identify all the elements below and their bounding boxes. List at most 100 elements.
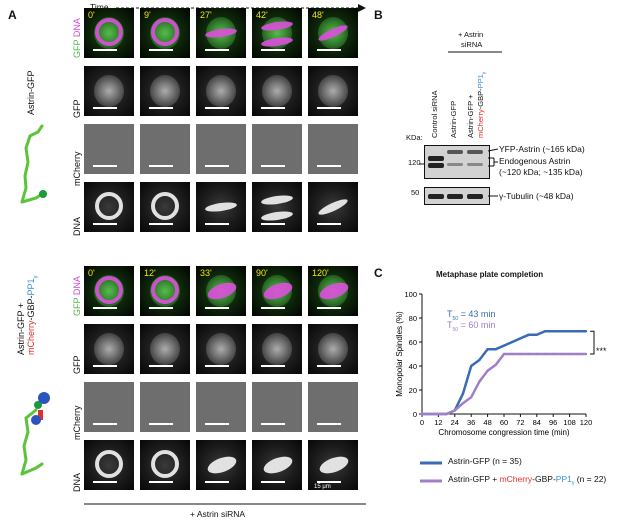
marker-50: 50 xyxy=(411,188,420,197)
scale-bar xyxy=(261,49,285,51)
x-tick-label: 120 xyxy=(580,418,593,427)
x-tick-label: 36 xyxy=(467,418,475,427)
scale-bar xyxy=(261,423,285,425)
dna-signal xyxy=(95,276,123,304)
dna-signal xyxy=(151,192,179,220)
scale-bar xyxy=(261,107,285,109)
top-tile-r1-c1 xyxy=(140,66,190,116)
dna-signal xyxy=(95,450,123,478)
time-label: 9' xyxy=(144,10,151,20)
tubulin-label: γ-Tubulin (~48 kDa) xyxy=(499,191,574,201)
band-endo1-lane1 xyxy=(428,156,444,161)
series-point-2 xyxy=(543,352,547,356)
time-label: 48' xyxy=(312,10,324,20)
scale-bar xyxy=(93,49,117,51)
x-tick-label: 24 xyxy=(451,418,459,427)
cell-signal xyxy=(318,75,348,107)
series-point-1 xyxy=(486,348,489,351)
legend-label-2: Astrin-GFP + mCherry-GBP-PP1γ (n = 22) xyxy=(448,474,607,487)
series-point-1 xyxy=(461,392,465,395)
significance-label: *** xyxy=(596,346,607,356)
series-point-2 xyxy=(502,352,506,356)
footer-bracket xyxy=(84,503,366,505)
bottom-tile-r1-c3 xyxy=(252,324,302,374)
chart-title: Metaphase plate completion xyxy=(436,270,544,279)
scale-bar xyxy=(149,223,173,225)
scale-bar xyxy=(149,365,173,367)
legend-swatch-2 xyxy=(420,479,442,483)
time-label: 42' xyxy=(256,10,268,20)
cell-signal xyxy=(262,75,292,107)
cell-signal xyxy=(206,333,236,365)
cell-signal xyxy=(150,75,180,107)
scale-bar xyxy=(317,423,341,425)
top-tile-r0-c0: 0' xyxy=(84,8,134,58)
panel-c-letter: C xyxy=(374,266,383,280)
top-tile-r0-c1: 9' xyxy=(140,8,190,58)
y-tick-label: 20 xyxy=(409,386,417,395)
bottom-tile-r1-c2 xyxy=(196,324,246,374)
legend-swatch-1 xyxy=(420,461,442,465)
t50-pp1-label: T50 = 60 min xyxy=(447,320,496,333)
bottom-tile-r0-c0: 0' xyxy=(84,266,134,316)
top-tile-r3-c2 xyxy=(196,182,246,232)
band-yfp-lane3 xyxy=(467,150,483,154)
astrin-cartoon-icon xyxy=(20,124,47,204)
marker-120: 120 xyxy=(408,158,421,167)
scale-bar xyxy=(149,165,173,167)
legend: Astrin-GFP (n = 35) Astrin-GFP + mCherry… xyxy=(420,456,616,496)
x-axis-label: Chromosome congression time (min) xyxy=(438,428,569,437)
scale-bar xyxy=(317,223,341,225)
series-point-2 xyxy=(453,409,456,412)
series-point-1 xyxy=(502,344,506,347)
scale-bar xyxy=(317,165,341,167)
scale-bar xyxy=(93,481,117,483)
top-row-gfp-label: GFP xyxy=(72,99,82,118)
series-point-1 xyxy=(511,340,514,344)
scale-bar xyxy=(205,165,229,167)
lane-astrin-gfp-label: Astrin-GFP xyxy=(449,100,458,138)
time-label: 120' xyxy=(312,268,329,278)
panel-b-letter: B xyxy=(374,8,383,22)
x-tick-label: 108 xyxy=(563,418,576,427)
top-tile-r1-c0 xyxy=(84,66,134,116)
dna-signal xyxy=(204,200,238,214)
scale-bar xyxy=(149,49,173,51)
top-tile-r1-c2 xyxy=(196,66,246,116)
x-tick-label: 48 xyxy=(483,418,491,427)
cell-signal xyxy=(150,333,180,365)
bottom-construct-label: Astrin-GFP + mCherry-GBP-PP1γ xyxy=(16,275,39,355)
dna-signal xyxy=(151,18,179,46)
scale-bar xyxy=(205,365,229,367)
bottom-tile-r2-c3 xyxy=(252,382,302,432)
cell-signal xyxy=(94,75,124,107)
top-row-merge-label: GFP DNA xyxy=(72,18,82,58)
series-point-1 xyxy=(584,330,588,333)
series-point-1 xyxy=(560,330,563,333)
bottom-tile-r2-c4 xyxy=(308,382,358,432)
series-point-1 xyxy=(519,337,522,340)
dna-signal xyxy=(261,453,295,477)
series-point-2 xyxy=(527,352,530,356)
bottom-row-mcherry-label: mCherry xyxy=(72,405,82,440)
x-tick-label: 72 xyxy=(516,418,524,427)
series-point-2 xyxy=(461,402,465,405)
top-tile-r0-c3: 42' xyxy=(252,8,302,58)
time-label: 0' xyxy=(88,268,95,278)
congression-chart: 0 20 40 60 80 100 0 12 24 36 48 60 72 84 96 108 120 Chrom… xyxy=(395,290,595,437)
top-tile-r2-c3 xyxy=(252,124,302,174)
dna-signal xyxy=(151,450,179,478)
scale-bar xyxy=(205,107,229,109)
scale-bar xyxy=(317,307,341,309)
series-point-1 xyxy=(568,330,571,333)
x-tick-label: 84 xyxy=(533,418,541,427)
blot-1-ticks xyxy=(419,163,425,165)
top-tile-r2-c1 xyxy=(140,124,190,174)
scale-bar xyxy=(205,223,229,225)
time-label: 27' xyxy=(200,10,212,20)
t50-astrin-label: T50 = 43 min xyxy=(447,309,496,322)
series-point-2 xyxy=(445,412,448,416)
bottom-tile-r0-c2: 33' xyxy=(196,266,246,316)
top-tile-r1-c3 xyxy=(252,66,302,116)
series-point-1 xyxy=(494,348,497,351)
